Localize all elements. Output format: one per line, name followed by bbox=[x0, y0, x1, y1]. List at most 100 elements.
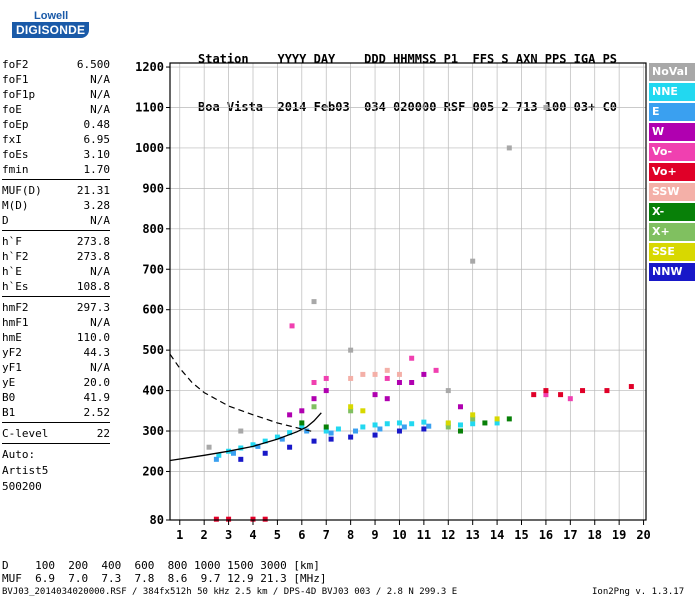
data-point bbox=[384, 396, 390, 402]
param-row: h`F2 273.8 bbox=[2, 249, 110, 264]
legend-item: X+ bbox=[649, 223, 695, 241]
param-label: foEp bbox=[2, 118, 29, 131]
data-point bbox=[328, 436, 334, 442]
divider bbox=[2, 179, 110, 180]
divider bbox=[2, 296, 110, 297]
data-point bbox=[409, 421, 415, 427]
x-tick-label: 15 bbox=[514, 528, 528, 542]
auto-line: 500200 bbox=[2, 480, 42, 493]
param-value: 44.3 bbox=[83, 346, 111, 359]
x-tick-label: 9 bbox=[371, 528, 378, 542]
file-info: BVJ03_2014034020000.RSF / 384fx512h 50 k… bbox=[2, 587, 458, 597]
param-row: foF2 6.500 bbox=[2, 57, 110, 72]
param-label: foF1p bbox=[2, 88, 36, 101]
param-value: 110.0 bbox=[76, 331, 110, 344]
y-tick-label: 1000 bbox=[135, 141, 164, 155]
param-row: MUF(D) 21.31 bbox=[2, 183, 110, 198]
x-axis: 1 2 3 4 5 6 7 8 9 10 11 12 13 14 15 16 17 18 19 20 bbox=[176, 520, 651, 542]
param-group-muf: MUF(D) 21.31 M(D) 3.28 D N/A bbox=[2, 183, 110, 228]
data-point bbox=[377, 426, 383, 432]
x-tick-label: 4 bbox=[249, 528, 256, 542]
dashed-curve bbox=[169, 353, 315, 433]
x-tick-label: 12 bbox=[441, 528, 455, 542]
param-label: foF2 bbox=[2, 58, 29, 71]
x-tick-label: 17 bbox=[563, 528, 577, 542]
x-tick-label: 8 bbox=[347, 528, 354, 542]
y-tick-label: 200 bbox=[142, 464, 164, 478]
param-value: 297.3 bbox=[76, 301, 110, 314]
param-row: M(D) 3.28 bbox=[2, 198, 110, 213]
param-value: 108.8 bbox=[76, 280, 110, 293]
param-label: hmF2 bbox=[2, 301, 29, 314]
param-value: N/A bbox=[90, 73, 110, 86]
data-point bbox=[213, 456, 219, 462]
legend-item: SSW bbox=[649, 183, 695, 201]
param-label: h`Es bbox=[2, 280, 29, 293]
data-point bbox=[433, 367, 439, 373]
series-group bbox=[216, 419, 500, 458]
data-point bbox=[372, 371, 378, 377]
param-label: hmE bbox=[2, 331, 22, 344]
series-group bbox=[238, 426, 427, 462]
y-tick-label: 500 bbox=[142, 343, 164, 357]
data-point bbox=[384, 367, 390, 373]
data-point bbox=[238, 445, 244, 451]
data-point bbox=[323, 375, 329, 381]
series-group bbox=[299, 416, 512, 434]
series-group bbox=[311, 404, 476, 430]
legend-item: NoVal bbox=[649, 63, 695, 81]
data-point bbox=[409, 379, 415, 385]
param-row: foEs 3.10 bbox=[2, 147, 110, 162]
x-tick-label: 5 bbox=[274, 528, 281, 542]
data-point bbox=[470, 416, 476, 422]
y-tick-label: 1200 bbox=[135, 60, 164, 74]
data-point bbox=[262, 438, 268, 444]
legend-item: X- bbox=[649, 203, 695, 221]
param-value: N/A bbox=[90, 316, 110, 329]
data-point bbox=[494, 416, 500, 422]
param-row: fxI 6.95 bbox=[2, 132, 110, 147]
data-point bbox=[426, 423, 432, 429]
data-point bbox=[531, 392, 537, 398]
legend-item: E bbox=[649, 103, 695, 121]
param-label: B1 bbox=[2, 406, 16, 419]
param-label: D bbox=[2, 214, 9, 227]
legend-item: NNW bbox=[649, 263, 695, 281]
version-label: Ion2Png v. 1.3.17 bbox=[592, 587, 685, 597]
param-label: B0 bbox=[2, 391, 16, 404]
data-point bbox=[567, 396, 573, 402]
x-tick-label: 13 bbox=[465, 528, 479, 542]
series-group bbox=[213, 384, 634, 522]
data-point bbox=[311, 396, 317, 402]
param-value: 3.28 bbox=[83, 199, 111, 212]
data-point bbox=[287, 430, 293, 436]
data-point bbox=[213, 516, 219, 522]
muf-row: MUF 6.9 7.0 7.3 7.8 8.6 9.7 12.9 21.3 [M… bbox=[2, 572, 327, 585]
y-tick-label: 300 bbox=[142, 424, 164, 438]
param-row: yF1 N/A bbox=[2, 360, 110, 375]
data-point bbox=[470, 421, 476, 427]
data-point bbox=[311, 438, 317, 444]
param-value: 6.500 bbox=[76, 58, 110, 71]
series-group bbox=[348, 404, 500, 426]
data-point bbox=[323, 428, 329, 434]
divider bbox=[2, 230, 110, 231]
x-tick-label: 19 bbox=[612, 528, 626, 542]
data-point bbox=[279, 436, 285, 442]
legend-item: NNE bbox=[649, 83, 695, 101]
distance-row: D 100 200 400 600 800 1000 1500 3000 [km… bbox=[2, 559, 320, 572]
data-point bbox=[360, 371, 366, 377]
series-group bbox=[289, 323, 573, 402]
param-value: N/A bbox=[90, 88, 110, 101]
data-point bbox=[360, 408, 366, 414]
data-point bbox=[311, 404, 317, 410]
param-value: 21.31 bbox=[76, 184, 110, 197]
auto-line: Auto: bbox=[2, 448, 36, 461]
data-point bbox=[604, 388, 610, 394]
param-value: 41.9 bbox=[83, 391, 111, 404]
param-row: h`Es 108.8 bbox=[2, 279, 110, 294]
data-point bbox=[311, 379, 317, 385]
data-point bbox=[226, 516, 232, 522]
param-row: hmF2 297.3 bbox=[2, 300, 110, 315]
data-point bbox=[494, 420, 500, 426]
